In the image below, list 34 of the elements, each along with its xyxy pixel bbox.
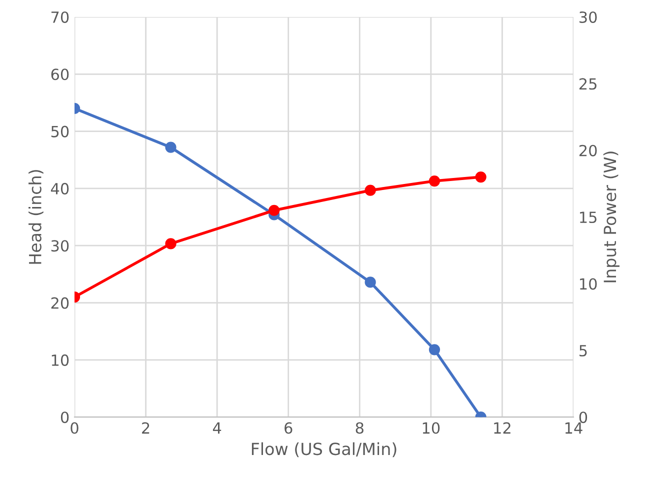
x-tick-label: 0 xyxy=(70,422,78,434)
y-tick-label: 50 xyxy=(51,126,69,138)
y2-tick-label: 15 xyxy=(580,212,596,224)
y-tick-label: 20 xyxy=(51,297,69,309)
point xyxy=(364,184,376,196)
point xyxy=(165,142,176,153)
point xyxy=(428,344,440,356)
x-tick-label: 8 xyxy=(356,422,364,434)
y2-tick-label: 20 xyxy=(579,144,597,156)
x-tick-label: 12 xyxy=(494,422,510,434)
point xyxy=(268,204,280,216)
y-tick-label: 40 xyxy=(50,182,69,194)
point xyxy=(364,276,376,288)
y2-tick-label: 25 xyxy=(579,78,596,90)
x-tick-label: 6 xyxy=(284,422,292,434)
y-tick-label: 0 xyxy=(60,412,69,424)
y2-axis-title: Input Power (W) xyxy=(603,152,620,282)
x-tick-label: 2 xyxy=(142,422,150,434)
x-tick-label: 14 xyxy=(565,422,582,434)
x-tick-label: 4 xyxy=(212,422,222,434)
y-tick-label: 60 xyxy=(51,68,69,80)
y-tick-label: 10 xyxy=(52,354,69,366)
point xyxy=(428,175,440,187)
y-tick-label: 30 xyxy=(51,240,69,252)
x-axis-title: Flow (US Gal/Min) xyxy=(252,442,396,458)
y-axis-title: Head (inch) xyxy=(28,170,44,264)
y2-tick-label: 5 xyxy=(580,345,587,356)
point xyxy=(165,238,176,250)
y2-tick-label: 30 xyxy=(580,11,597,23)
y2-tick-label: 10 xyxy=(580,278,597,290)
x-tick-label: 10 xyxy=(422,422,440,434)
point xyxy=(475,171,486,183)
y-tick-label: 70 xyxy=(51,11,69,23)
y2-tick-label: 0 xyxy=(579,412,588,424)
